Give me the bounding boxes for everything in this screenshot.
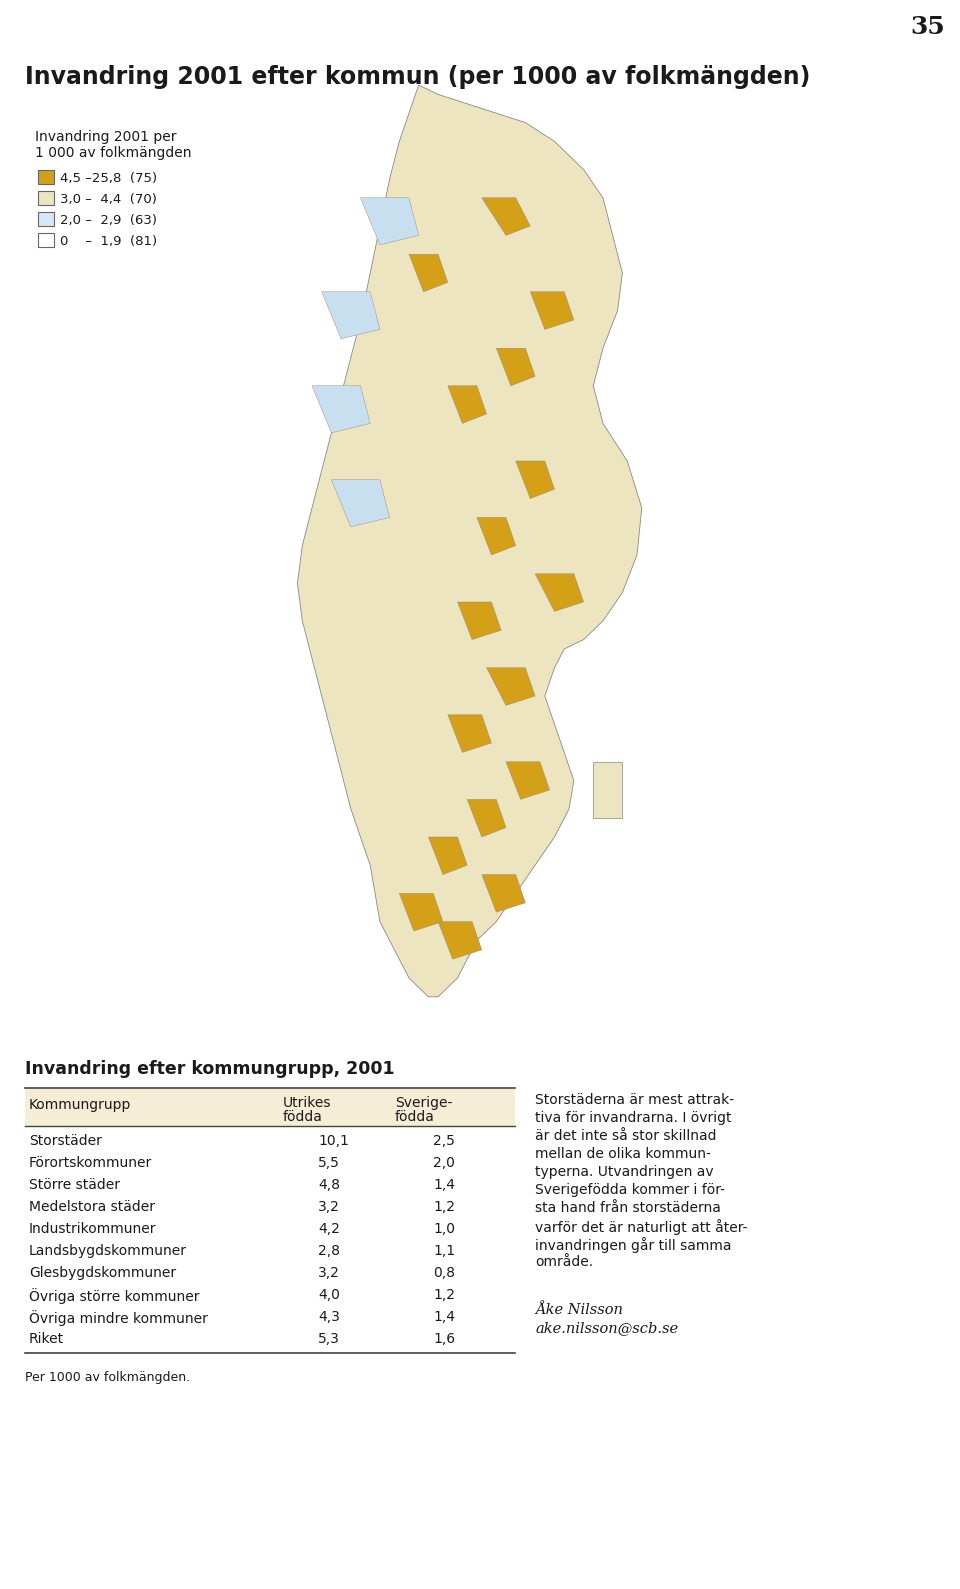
Text: Större städer: Större städer bbox=[29, 1177, 120, 1192]
Text: Landsbygdskommuner: Landsbygdskommuner bbox=[29, 1244, 187, 1258]
Text: 5,5: 5,5 bbox=[318, 1157, 340, 1170]
Polygon shape bbox=[468, 799, 506, 837]
Polygon shape bbox=[482, 874, 525, 912]
Polygon shape bbox=[298, 84, 642, 996]
Text: är det inte så stor skillnad: är det inte så stor skillnad bbox=[535, 1130, 716, 1142]
Text: Utrikes: Utrikes bbox=[283, 1096, 331, 1111]
Text: Sverigefödda kommer i för-: Sverigefödda kommer i för- bbox=[535, 1182, 725, 1197]
Text: födda: födda bbox=[395, 1111, 435, 1123]
Bar bbox=[38, 191, 54, 205]
Text: 1,4: 1,4 bbox=[433, 1177, 455, 1192]
Text: 4,5 –25,8  (75): 4,5 –25,8 (75) bbox=[60, 172, 157, 184]
Text: 1 000 av folkmängden: 1 000 av folkmängden bbox=[35, 146, 191, 160]
Text: 4,0: 4,0 bbox=[318, 1289, 340, 1301]
Text: Kommungrupp: Kommungrupp bbox=[29, 1098, 132, 1112]
Text: 2,8: 2,8 bbox=[318, 1244, 340, 1258]
Text: 3,2: 3,2 bbox=[318, 1266, 340, 1281]
Text: invandringen går till samma: invandringen går till samma bbox=[535, 1236, 732, 1254]
Text: Per 1000 av folkmängden.: Per 1000 av folkmängden. bbox=[25, 1371, 190, 1384]
Polygon shape bbox=[312, 386, 371, 432]
Bar bbox=[25, 1088, 515, 1127]
Text: 35: 35 bbox=[910, 14, 945, 40]
Text: 2,0: 2,0 bbox=[433, 1157, 455, 1170]
Text: 2,5: 2,5 bbox=[433, 1135, 455, 1147]
Text: Förortskommuner: Förortskommuner bbox=[29, 1157, 153, 1170]
Text: 1,1: 1,1 bbox=[433, 1244, 455, 1258]
Text: Glesbygdskommuner: Glesbygdskommuner bbox=[29, 1266, 176, 1281]
Text: 4,2: 4,2 bbox=[318, 1222, 340, 1236]
Text: Industrikommuner: Industrikommuner bbox=[29, 1222, 156, 1236]
Text: 1,2: 1,2 bbox=[433, 1200, 455, 1214]
Polygon shape bbox=[482, 197, 530, 235]
Text: 4,8: 4,8 bbox=[318, 1177, 340, 1192]
Polygon shape bbox=[361, 197, 419, 245]
Text: 4,3: 4,3 bbox=[318, 1309, 340, 1324]
Polygon shape bbox=[331, 480, 390, 528]
Text: 3,2: 3,2 bbox=[318, 1200, 340, 1214]
Text: 1,2: 1,2 bbox=[433, 1289, 455, 1301]
Text: 5,3: 5,3 bbox=[318, 1332, 340, 1346]
Text: 1,4: 1,4 bbox=[433, 1309, 455, 1324]
Polygon shape bbox=[530, 292, 574, 329]
Polygon shape bbox=[409, 254, 447, 292]
Polygon shape bbox=[535, 574, 584, 612]
Text: 10,1: 10,1 bbox=[318, 1135, 348, 1147]
Polygon shape bbox=[506, 761, 550, 799]
Text: Medelstora städer: Medelstora städer bbox=[29, 1200, 155, 1214]
Text: Storstäder: Storstäder bbox=[29, 1135, 102, 1147]
Polygon shape bbox=[496, 348, 535, 386]
Text: Riket: Riket bbox=[29, 1332, 64, 1346]
Polygon shape bbox=[487, 667, 535, 706]
Polygon shape bbox=[447, 386, 487, 423]
Polygon shape bbox=[322, 292, 380, 338]
Polygon shape bbox=[438, 922, 482, 960]
Text: sta hand från storstäderna: sta hand från storstäderna bbox=[535, 1201, 721, 1216]
Text: ake.nilsson@scb.se: ake.nilsson@scb.se bbox=[535, 1320, 678, 1335]
Text: varför det är naturligt att åter-: varför det är naturligt att åter- bbox=[535, 1219, 748, 1235]
Bar bbox=[38, 211, 54, 226]
Polygon shape bbox=[593, 761, 622, 818]
Polygon shape bbox=[477, 518, 516, 555]
Text: mellan de olika kommun-: mellan de olika kommun- bbox=[535, 1147, 710, 1162]
Text: 1,6: 1,6 bbox=[433, 1332, 455, 1346]
Text: Åke Nilsson: Åke Nilsson bbox=[535, 1303, 623, 1317]
Polygon shape bbox=[447, 715, 492, 753]
Polygon shape bbox=[516, 461, 555, 499]
Text: tiva för invandrarna. I övrigt: tiva för invandrarna. I övrigt bbox=[535, 1111, 732, 1125]
Text: Övriga mindre kommuner: Övriga mindre kommuner bbox=[29, 1309, 208, 1325]
Text: typerna. Utvandringen av: typerna. Utvandringen av bbox=[535, 1165, 713, 1179]
Polygon shape bbox=[428, 837, 468, 874]
Text: Övriga större kommuner: Övriga större kommuner bbox=[29, 1289, 200, 1305]
Text: Invandring 2001 efter kommun (per 1000 av folkmängden): Invandring 2001 efter kommun (per 1000 a… bbox=[25, 65, 810, 89]
Text: Sverige-: Sverige- bbox=[395, 1096, 452, 1111]
Text: Invandring efter kommungrupp, 2001: Invandring efter kommungrupp, 2001 bbox=[25, 1060, 395, 1077]
Text: 0    –  1,9  (81): 0 – 1,9 (81) bbox=[60, 235, 157, 248]
Polygon shape bbox=[399, 893, 443, 931]
Text: 1,0: 1,0 bbox=[433, 1222, 455, 1236]
Bar bbox=[38, 234, 54, 246]
Text: område.: område. bbox=[535, 1255, 593, 1270]
Text: Storstäderna är mest attrak-: Storstäderna är mest attrak- bbox=[535, 1093, 734, 1108]
Text: 3,0 –  4,4  (70): 3,0 – 4,4 (70) bbox=[60, 192, 156, 207]
Text: 0,8: 0,8 bbox=[433, 1266, 455, 1281]
Polygon shape bbox=[458, 602, 501, 640]
Text: födda: födda bbox=[283, 1111, 323, 1123]
Bar bbox=[38, 170, 54, 184]
Text: Invandring 2001 per: Invandring 2001 per bbox=[35, 130, 177, 145]
Text: 2,0 –  2,9  (63): 2,0 – 2,9 (63) bbox=[60, 215, 157, 227]
